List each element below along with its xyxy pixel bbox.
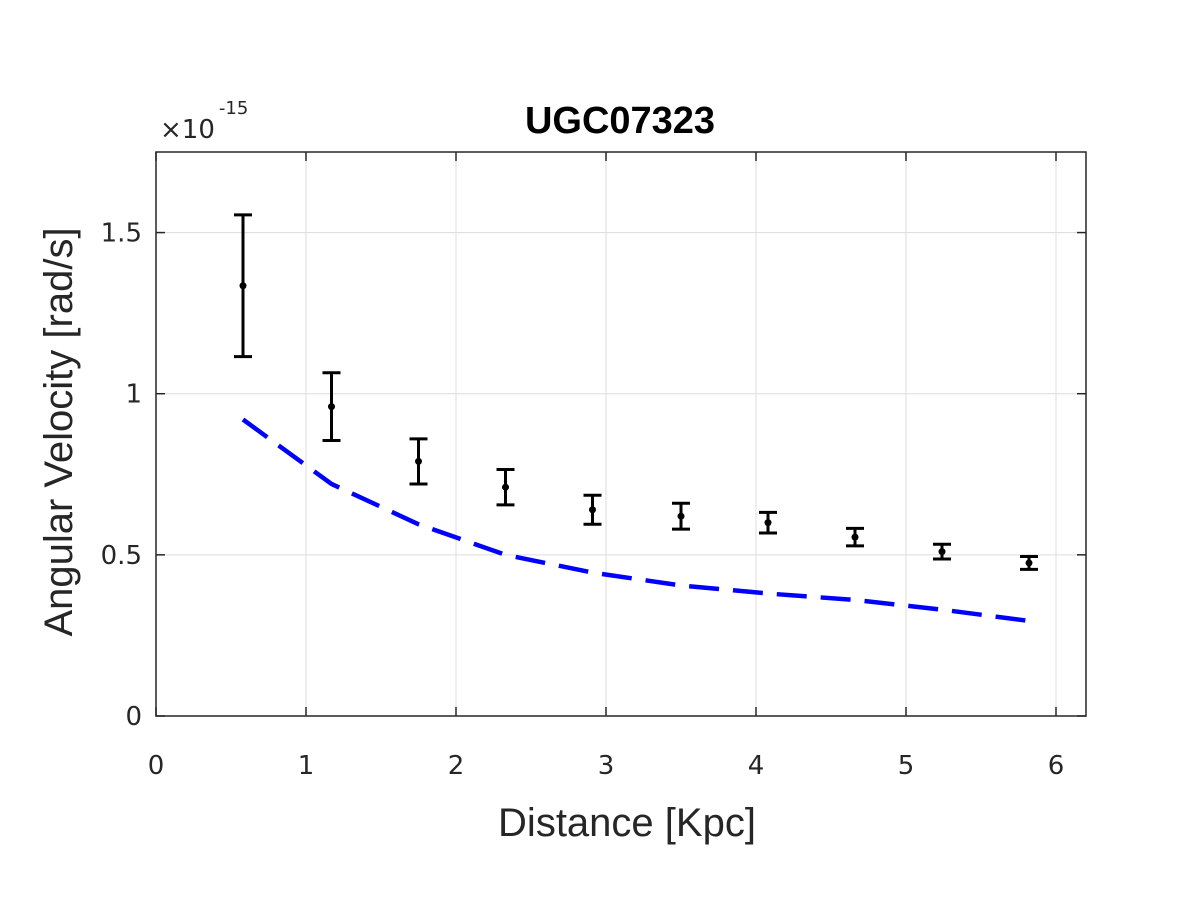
data-point [328,403,335,411]
y-tick-label: 0 [125,702,142,732]
data-point [851,533,859,541]
data-point [677,512,685,520]
errorbar-point [583,493,602,526]
chart-title: UGC07323 [525,100,715,142]
x-tick-label: 4 [748,751,765,781]
axis-ticks: 0 1 2 3 4 5 6 0 0.5 1 1.5 [101,152,1086,781]
errorbar-point [759,510,777,535]
data-point [764,519,772,527]
errorbar-point [234,213,252,359]
axes-frame [155,151,1087,717]
x-tick-label: 1 [298,751,315,781]
errorbar-point [933,542,951,561]
y-tick-label: 0.5 [101,541,142,571]
errorbar-point [1020,554,1038,571]
errorbar-point [409,437,428,486]
data-point [239,282,247,290]
x-tick-label: 2 [448,751,465,781]
x-tick-label: 0 [148,751,165,781]
data-point [1025,559,1033,567]
y-tick-label: 1.5 [101,219,142,249]
errorbar-point [322,371,341,442]
y-tick-label: 1 [125,380,142,410]
data-point [938,548,946,556]
data-point [502,483,509,491]
data-point [589,506,596,514]
y-axis-exponent: ×10 -15 [160,98,248,145]
x-tick-label: 3 [598,751,615,781]
x-tick-label: 6 [1048,751,1065,781]
model-curve [241,417,1030,624]
errorbar-point [846,526,864,548]
y-axis-label: Angular Velocity [rad/s] [37,227,81,636]
errorbar-point [672,501,690,531]
x-tick-label: 5 [898,751,915,781]
plot-area [234,213,1038,624]
x-axis-label: Distance [Kpc] [498,801,756,845]
grid [155,152,1086,717]
data-point [415,457,422,465]
errorbar-point [496,467,515,507]
